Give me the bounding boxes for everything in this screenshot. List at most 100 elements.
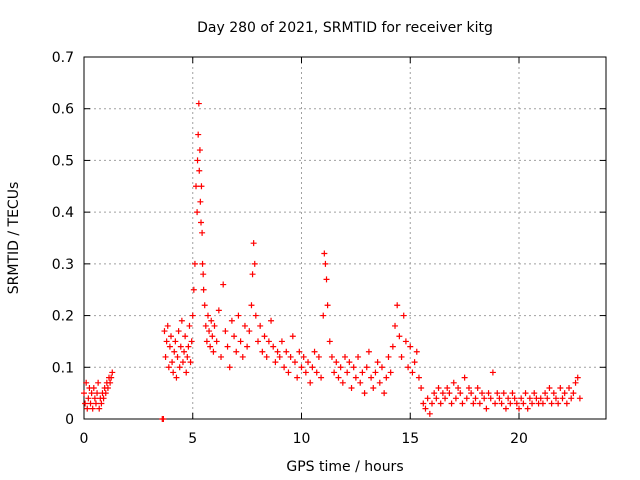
data-point bbox=[274, 348, 281, 355]
data-point bbox=[542, 390, 549, 397]
data-point bbox=[572, 379, 579, 386]
data-point bbox=[505, 395, 512, 402]
y-tick-label: 0.4 bbox=[52, 205, 74, 221]
data-point bbox=[300, 353, 307, 360]
data-point bbox=[200, 271, 207, 278]
data-point bbox=[420, 400, 427, 407]
data-point bbox=[170, 369, 177, 376]
x-axis: 0 5 10 15 20 bbox=[80, 57, 528, 447]
data-point bbox=[228, 317, 235, 324]
data-point bbox=[204, 312, 211, 319]
data-point bbox=[220, 281, 227, 288]
data-point bbox=[439, 390, 446, 397]
data-point bbox=[109, 369, 116, 376]
data-point bbox=[209, 333, 216, 340]
data-point bbox=[172, 338, 179, 345]
data-point bbox=[187, 359, 194, 366]
data-point bbox=[199, 229, 206, 236]
data-point bbox=[476, 400, 483, 407]
data-point bbox=[98, 400, 105, 407]
data-point bbox=[302, 369, 309, 376]
data-point bbox=[185, 343, 192, 350]
data-point bbox=[392, 322, 399, 329]
data-point bbox=[233, 348, 240, 355]
data-point bbox=[570, 390, 577, 397]
data-point bbox=[402, 338, 409, 345]
data-point bbox=[496, 395, 503, 402]
data-point bbox=[222, 328, 229, 335]
x-tick-label: 15 bbox=[401, 431, 419, 447]
data-point bbox=[409, 369, 416, 376]
y-tick-label: 0.2 bbox=[52, 309, 74, 325]
data-point bbox=[278, 338, 285, 345]
data-point bbox=[422, 405, 429, 412]
data-point bbox=[461, 374, 468, 381]
data-point bbox=[210, 348, 217, 355]
data-point bbox=[415, 374, 422, 381]
data-point bbox=[513, 400, 520, 407]
data-point bbox=[323, 276, 330, 283]
data-point bbox=[483, 405, 490, 412]
data-point bbox=[202, 322, 209, 329]
data-point bbox=[91, 395, 98, 402]
data-point bbox=[566, 384, 573, 391]
data-point bbox=[405, 364, 412, 371]
data-point bbox=[331, 369, 338, 376]
data-point bbox=[522, 390, 529, 397]
data-point bbox=[426, 410, 433, 417]
data-point bbox=[231, 333, 238, 340]
data-point bbox=[539, 400, 546, 407]
data-point bbox=[173, 374, 180, 381]
data-point bbox=[529, 400, 536, 407]
data-point bbox=[352, 374, 359, 381]
data-point bbox=[181, 348, 188, 355]
data-point bbox=[261, 333, 268, 340]
data-point bbox=[470, 400, 477, 407]
data-point bbox=[239, 353, 246, 360]
data-series bbox=[81, 100, 583, 422]
data-point bbox=[376, 379, 383, 386]
data-point bbox=[196, 167, 203, 174]
data-point bbox=[489, 369, 496, 376]
data-point bbox=[450, 379, 457, 386]
data-point bbox=[465, 384, 472, 391]
data-point bbox=[248, 302, 255, 309]
data-point bbox=[385, 353, 392, 360]
data-point bbox=[207, 343, 214, 350]
data-point bbox=[246, 328, 253, 335]
data-point bbox=[435, 384, 442, 391]
data-point bbox=[161, 328, 168, 335]
data-point bbox=[561, 390, 568, 397]
data-point bbox=[84, 405, 91, 412]
data-point bbox=[448, 400, 455, 407]
data-point bbox=[309, 364, 316, 371]
data-point bbox=[537, 395, 544, 402]
data-point bbox=[463, 395, 470, 402]
data-point bbox=[431, 390, 438, 397]
data-point bbox=[509, 390, 516, 397]
data-point bbox=[211, 322, 218, 329]
y-tick-label: 0.7 bbox=[52, 50, 74, 66]
data-point bbox=[241, 322, 248, 329]
data-point bbox=[368, 374, 375, 381]
y-tick-label: 0.6 bbox=[52, 102, 74, 118]
data-point bbox=[305, 359, 312, 366]
data-point bbox=[90, 384, 97, 391]
data-point bbox=[472, 395, 479, 402]
data-point bbox=[313, 369, 320, 376]
x-tick-label: 0 bbox=[80, 431, 89, 447]
data-point bbox=[324, 302, 331, 309]
data-point bbox=[546, 384, 553, 391]
data-point bbox=[555, 400, 562, 407]
data-point bbox=[108, 374, 115, 381]
y-tick-label: 0.5 bbox=[52, 153, 74, 169]
data-point bbox=[177, 343, 184, 350]
data-point bbox=[186, 322, 193, 329]
data-point bbox=[194, 209, 201, 216]
data-point bbox=[285, 369, 292, 376]
data-point bbox=[82, 400, 89, 407]
data-point bbox=[291, 359, 298, 366]
data-point bbox=[276, 353, 283, 360]
data-point bbox=[487, 395, 494, 402]
